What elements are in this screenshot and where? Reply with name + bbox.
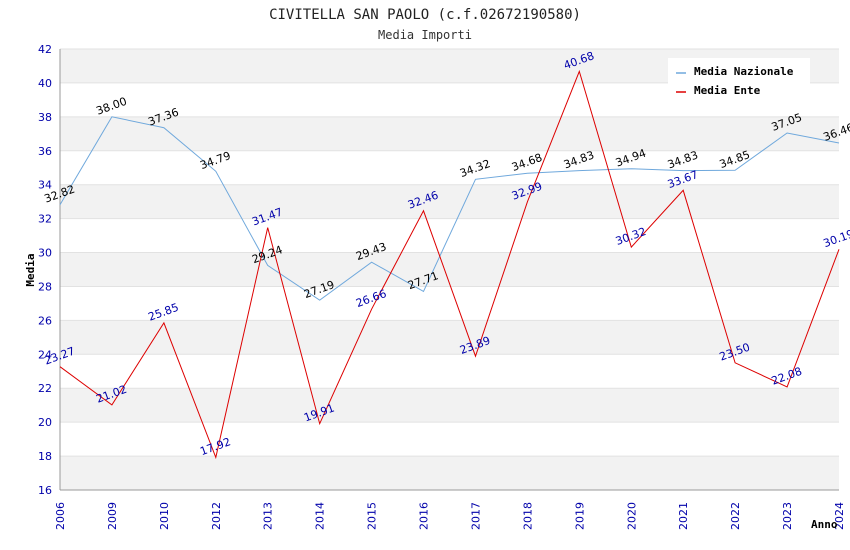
y-tick-label: 24 <box>38 348 52 361</box>
x-tick-label: 2010 <box>158 502 171 530</box>
x-tick-label: 2020 <box>625 502 638 530</box>
y-tick-label: 22 <box>38 382 52 395</box>
x-axis-label: Anno <box>811 518 838 531</box>
grid-band <box>60 456 839 490</box>
y-tick-label: 26 <box>38 314 52 327</box>
x-tick-label: 2006 <box>54 502 67 530</box>
chart-subtitle: Media Importi <box>378 28 472 42</box>
y-axis-label: Media <box>24 253 37 286</box>
y-tick-label: 34 <box>38 179 52 192</box>
x-tick-label: 2013 <box>262 502 275 530</box>
x-tick-label: 2022 <box>729 502 742 530</box>
data-label: 34.32 <box>458 157 492 180</box>
x-tick-label: 2015 <box>366 502 379 530</box>
y-tick-label: 28 <box>38 280 52 293</box>
x-tick-label: 2019 <box>573 502 586 530</box>
x-tick-label: 2023 <box>781 502 794 530</box>
data-label: 26.66 <box>354 287 388 310</box>
data-label: 34.85 <box>718 148 752 171</box>
data-label: 22.08 <box>770 365 804 388</box>
x-tick-label: 2017 <box>469 502 482 530</box>
legend-box <box>668 58 810 102</box>
x-tick-label: 2009 <box>106 502 119 530</box>
data-label: 34.83 <box>562 148 596 171</box>
grid-band <box>60 388 839 423</box>
y-tick-label: 18 <box>38 450 52 463</box>
y-tick-label: 30 <box>38 247 52 260</box>
data-label: 38.00 <box>95 95 129 118</box>
data-label: 34.79 <box>198 149 232 172</box>
y-tick-label: 40 <box>38 77 52 90</box>
series-line-media-nazionale <box>59 116 840 301</box>
x-tick-label: 2012 <box>210 502 223 530</box>
x-tick-label: 2021 <box>677 502 690 530</box>
y-tick-label: 20 <box>38 416 52 429</box>
x-tick-label: 2016 <box>418 502 431 530</box>
grid-band <box>60 184 839 219</box>
grid-band <box>60 116 839 151</box>
x-tick-label: 2018 <box>521 502 534 530</box>
data-label: 17.92 <box>198 435 232 458</box>
chart-title: CIVITELLA SAN PAOLO (c.f.02672190580) <box>269 7 581 23</box>
grid-bands <box>60 49 839 490</box>
series-lines <box>59 69 840 460</box>
x-tick-label: 2024 <box>833 502 846 530</box>
legend-label-media-nazionale: Media Nazionale <box>694 65 794 78</box>
y-tick-label: 16 <box>38 484 52 497</box>
y-tick-label: 36 <box>38 145 52 158</box>
legend: Media Nazionale Media Ente <box>668 58 810 102</box>
data-label: 30.19 <box>822 227 850 250</box>
axes <box>59 49 839 491</box>
grid-band <box>60 320 839 355</box>
y-tick-label: 42 <box>38 43 52 56</box>
series-line-media-ente <box>59 69 840 460</box>
y-tick-labels: 16 18 20 22 24 26 28 30 32 34 36 38 40 42 <box>38 43 52 497</box>
grid-band <box>60 252 839 287</box>
y-tick-label: 38 <box>38 111 52 124</box>
data-label: 34.68 <box>510 151 544 174</box>
legend-label-media-ente: Media Ente <box>694 84 761 97</box>
y-tick-label: 32 <box>38 213 52 226</box>
x-tick-label: 2014 <box>314 502 327 530</box>
x-tick-labels: 2006 2009 2010 2012 2013 2014 2015 2016 2017 2018… <box>54 502 846 530</box>
